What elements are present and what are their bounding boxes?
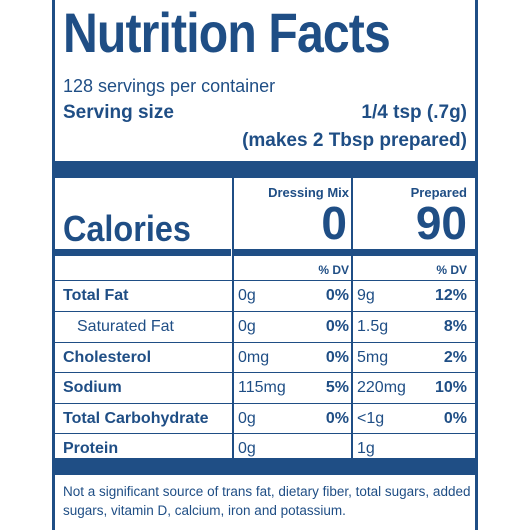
calories-bar-mid: [234, 249, 351, 256]
nutrient-name: Total Carbohydrate: [63, 410, 209, 427]
row-rule: [55, 372, 475, 373]
calories-bar-right: [353, 249, 475, 256]
dv-header-prepared: % DV: [436, 263, 467, 277]
dv-header-rule: [55, 280, 475, 281]
dv-header-dressing-mix: % DV: [318, 263, 349, 277]
serving-size-value: 1/4 tsp (.7g): [361, 102, 467, 123]
nutrient-name: Sodium: [63, 379, 122, 396]
row-rule: [55, 311, 475, 312]
prep-amount: 1.5g: [357, 318, 389, 335]
calories-label: Calories: [63, 208, 191, 249]
nutrient-row-protein: Protein 0g 1g: [55, 434, 475, 464]
prep-amount: 1g: [357, 440, 375, 457]
nutrient-name: Saturated Fat: [77, 318, 174, 335]
thick-divider-top: [55, 161, 475, 178]
nutrient-row-saturated-fat: Saturated Fat 0g 0% 1.5g 8%: [55, 312, 475, 342]
nutrient-row-total-carbohydrate: Total Carbohydrate 0g 0% <1g 0%: [55, 404, 475, 434]
footnote: Not a significant source of trans fat, d…: [63, 484, 471, 518]
mix-amount: 0g: [238, 318, 256, 335]
row-rule: [55, 433, 475, 434]
mix-dv: 0%: [325, 318, 349, 335]
prep-dv: 8%: [443, 318, 467, 335]
nutrient-row-total-fat: Total Fat 0g 0% 9g 12%: [55, 281, 475, 311]
row-rule: [55, 342, 475, 343]
column-header-prepared: Prepared: [410, 185, 467, 200]
nutrient-row-cholesterol: Cholesterol 0mg 0% 5mg 2%: [55, 343, 475, 373]
prep-amount: 220mg: [357, 379, 406, 396]
prep-amount: 9g: [357, 287, 375, 304]
mix-dv: 0%: [325, 287, 349, 304]
row-rule: [55, 403, 475, 404]
serving-size-prepared: (makes 2 Tbsp prepared): [242, 130, 467, 151]
mix-amount: 0mg: [238, 349, 270, 366]
nutrient-row-sodium: Sodium 115mg 5% 220mg 10%: [55, 373, 475, 403]
nutrition-facts-title: Nutrition Facts: [63, 1, 391, 64]
prep-dv: 2%: [443, 349, 467, 366]
mix-dv: 5%: [325, 379, 349, 396]
mix-amount: 115mg: [238, 379, 286, 396]
prep-amount: 5mg: [357, 349, 389, 366]
calories-bar-left: [55, 249, 231, 256]
prep-dv: 12%: [434, 287, 467, 304]
prep-dv: 10%: [434, 379, 467, 396]
prep-amount: <1g: [357, 410, 385, 427]
mix-amount: 0g: [238, 410, 256, 427]
servings-per-container: 128 servings per container: [63, 76, 276, 96]
column-divider-left: [232, 178, 234, 458]
nutrient-name: Total Fat: [63, 287, 129, 304]
nutrient-name: Protein: [63, 440, 119, 457]
column-header-dressing-mix: Dressing Mix: [268, 185, 349, 200]
mix-dv: 0%: [325, 410, 349, 427]
calories-prepared: 90: [415, 197, 467, 249]
thick-divider-bottom: [55, 458, 475, 475]
prep-dv: 0%: [443, 410, 467, 427]
mix-amount: 0g: [238, 440, 256, 457]
column-divider-right: [351, 178, 353, 458]
calories-dressing-mix: 0: [321, 197, 347, 249]
nutrient-name: Cholesterol: [63, 349, 152, 366]
mix-amount: 0g: [238, 287, 256, 304]
mix-dv: 0%: [325, 349, 349, 366]
nutrition-facts-label: Nutrition Facts 128 servings per contain…: [52, 0, 478, 530]
serving-size-label: Serving size: [63, 102, 174, 123]
